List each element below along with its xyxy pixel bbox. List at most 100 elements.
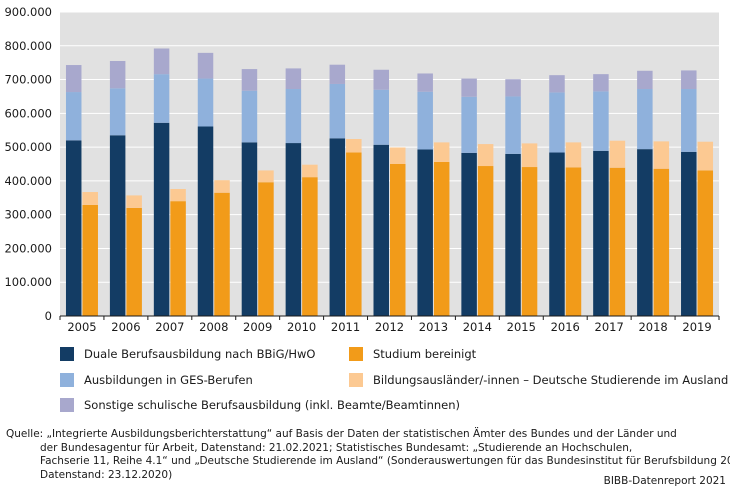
bar-segment [417,73,433,92]
bar-segment [126,195,142,208]
bar-segment [373,69,389,90]
bar-segment [82,192,98,205]
bar-segment [170,201,186,316]
x-tick-label: 2012 [375,320,404,334]
bar-segment [697,141,714,171]
bar-segment [258,182,274,316]
bar-segment [505,79,521,97]
bar-segment [329,138,346,316]
source-line: Quelle: „Integrierte Ausbildungsberichte… [6,428,677,440]
bar-segment [549,152,565,316]
bar-segment [637,89,653,150]
source-line: der Bundesagentur für Arbeit, Datenstand… [40,441,633,454]
x-tick-label: 2008 [199,320,228,334]
source-line: Fachserie 11, Reihe 4.1“ und „Deutsche S… [40,455,730,468]
bar-segment [637,70,653,90]
legend-item-sonstige: Sonstige schulische Berufsausbildung (in… [60,398,460,412]
bar-segment [593,74,609,92]
bar-segment [65,92,82,141]
plot-background [60,12,719,316]
legend-swatch [60,373,74,387]
y-tick-label: 900.000 [4,5,52,19]
y-tick-label: 200.000 [4,241,52,255]
bar-segment [390,147,406,164]
bar-segment [681,151,697,316]
bar-segment [373,89,389,145]
y-tick-label: 800.000 [4,39,52,53]
bar-segment [609,140,626,168]
bar-segment [285,68,302,90]
bar-segment [258,170,274,183]
bar-segment [109,135,126,316]
bar-segment [197,78,214,127]
bar-segment [417,91,433,150]
source-note: Quelle: „Integrierte Ausbildungsberichte… [6,428,730,482]
bar-segment [637,149,653,316]
x-tick-label: 2018 [638,320,667,334]
bar-segment [433,142,450,162]
bar-segment [197,52,214,79]
bar-segment [241,69,258,91]
legend-swatch [60,347,74,361]
bar-segment [65,65,82,93]
bar-segment [477,144,494,167]
bar-segment [521,167,538,316]
bar-segment [285,143,302,316]
x-tick-label: 2013 [419,320,448,334]
y-tick-label: 100.000 [4,275,52,289]
legend-label: Bildungsausländer/-innen – Deutsche Stud… [373,373,729,387]
bar-segment [653,141,670,169]
bar-segment [609,167,626,316]
source-line: Datenstand: 23.12.2020) [40,468,173,481]
bar-segment [461,78,477,97]
bar-segment [285,89,302,144]
bar-segment [565,167,582,316]
bar-segment [681,70,697,90]
bar-segment [302,164,318,178]
bar-segment [153,122,170,317]
bar-segment [549,92,565,153]
y-tick-label: 400.000 [4,174,52,188]
x-tick-label: 2010 [287,320,316,334]
report-credit: BIBB-Datenreport 2021 [603,475,726,487]
x-tick-label: 2015 [507,320,536,334]
bar-segment [197,126,214,316]
bar-segment [109,60,126,89]
stacked-bar-chart: 0 100.000 200.000 300.000 400.000 500.000 600.… [4,5,720,334]
bar-segment [549,75,565,93]
x-tick-label: 2007 [155,320,184,334]
bar-segment [170,188,186,202]
x-tick-label: 2016 [551,320,580,334]
bar-segment [109,88,126,136]
legend-swatch [349,347,363,361]
bar-segment [461,96,477,153]
bar-segment [214,192,230,316]
legend-item-studium: Studium bereinigt [349,347,476,361]
bar-segment [433,161,450,316]
x-tick-label: 2019 [682,320,711,334]
bar-segment [505,153,521,316]
bar-segment [697,170,714,316]
x-tick-label: 2011 [331,320,360,334]
bar-segment [417,149,433,316]
bar-segment [82,204,98,316]
legend-label: Duale Berufsausbildung nach BBiG/HwO [84,347,316,361]
bar-segment [302,177,318,316]
bar-segment [681,89,697,152]
legend-item-bildungsauslaender: Bildungsausländer/-innen – Deutsche Stud… [349,373,728,387]
bar-segment [126,207,142,316]
bar-segment [593,91,609,151]
bar-segment [346,139,362,153]
y-tick-label: 500.000 [4,140,52,154]
legend-swatch [349,373,363,387]
bar-segment [390,164,406,316]
legend-label: Ausbildungen in GES-Berufen [84,373,253,387]
bar-segment [461,152,477,316]
bar-segment [346,152,362,316]
bar-segment [241,142,258,316]
bar-segment [329,64,346,84]
x-tick-label: 2006 [111,320,140,334]
bar-segment [153,48,170,75]
bar-segment [593,150,609,316]
y-tick-label: 700.000 [4,73,52,87]
